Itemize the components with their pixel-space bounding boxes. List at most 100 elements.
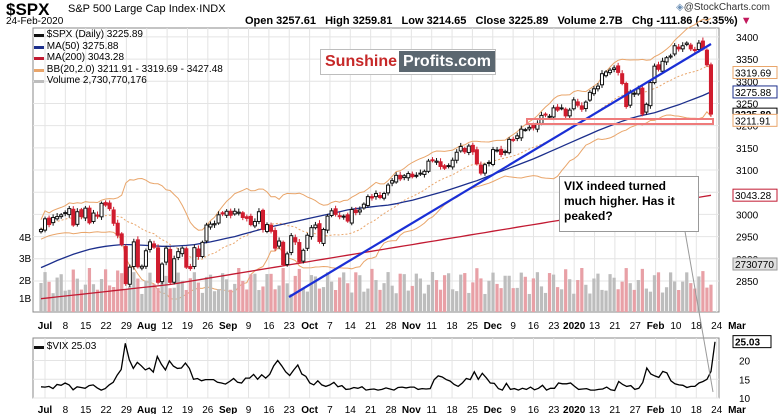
volume-bar [487,280,491,312]
x-tick-label: 29 [121,321,133,332]
price-candle [620,73,625,84]
volume-bar [176,272,180,312]
volume-bar [422,293,427,312]
price-candle [216,214,221,224]
volume-bar [321,287,326,312]
volume-bar [257,290,261,312]
volume-bar [406,290,410,312]
legend-volume: ▬ Volume 2,730,770,176 [34,75,147,86]
volume-bar [107,285,112,312]
price-candle [228,210,233,216]
price-candle [264,224,270,232]
bollinger-upper [40,17,712,231]
volume-bar [648,291,653,312]
price-candle [180,247,185,255]
price-candle [305,234,310,249]
volume-bar [531,278,535,312]
volume-bar [281,268,285,312]
price-candle [256,211,261,222]
price-candle [156,247,161,283]
price-candle [664,57,669,63]
legend-ma200: ▬ MA(200) 3043.28 [34,52,125,63]
volume-bar [229,289,233,312]
volume-bar [640,268,644,312]
price-candle [192,247,197,268]
volume-bar [136,278,140,312]
value-tag [732,113,778,127]
price-candle [337,215,342,218]
price-candle [531,124,536,129]
volume-bar [426,284,431,312]
price-candle [426,160,431,172]
price-candle [111,209,116,224]
volume-bar [499,288,503,312]
price-candle [390,180,395,184]
price-candle [680,45,685,50]
volume-bar [47,281,51,312]
volume-bar [560,289,564,312]
x-tick-label: 22 [100,321,112,332]
volume-bar [144,280,148,312]
price-candle [640,87,645,115]
brand-link[interactable]: ◈@StockCharts.com [676,2,770,13]
volume-bar [503,275,507,312]
price-candle [75,211,80,225]
volume-bar [475,268,479,312]
price-candle [499,148,504,155]
price-candle [406,173,411,179]
volume-bar [95,289,100,312]
price-candle [608,69,613,74]
volume-bar [624,268,628,312]
x-tick-label: 13 [589,405,601,414]
x-tick-label: 29 [121,405,133,414]
price-candle [684,42,689,45]
price-candle [636,88,641,95]
price-candle [188,266,193,270]
volume-bar [334,289,338,312]
price-candle [365,196,370,206]
price-candle [454,151,459,161]
open-value: Open 3257.61 [245,15,316,27]
volume-bar [604,290,608,312]
price-candle [51,216,56,224]
volume-bar [463,273,467,312]
volume-bar [451,289,455,312]
volume-bar [447,273,451,312]
volume-bar [378,289,382,312]
price-candle [519,128,524,139]
price-candle [289,235,294,254]
price-candle [341,215,346,218]
x-tick-label: 11 [427,321,438,332]
volume-bar [697,276,701,312]
volume-bar [79,289,83,312]
x-tick-label: 9 [510,321,516,332]
low-value: Low 3214.65 [401,15,467,27]
price-candle [446,165,451,168]
price-candle [523,129,528,132]
price-candle [515,135,520,139]
legend-ma50-label: MA(50) 3275.88 [46,40,119,52]
watermark-part1: Sunshine [325,53,398,70]
x-tick-label: Nov [402,321,421,332]
x-tick-label: 21 [365,321,377,332]
volume-bar [673,281,677,312]
value-tag [732,85,778,99]
price-candle [696,42,701,51]
price-candle [135,239,140,268]
volume-bar [632,289,636,312]
volume-bar [693,288,697,312]
x-tick-label: 27 [630,321,642,332]
volume-bar [265,274,269,312]
volume-bar [596,273,600,312]
ohlc-readout: Open 3257.61 High 3259.81 Low 3214.65 Cl… [245,15,752,27]
price-candle [321,228,326,244]
volume-bar [253,273,257,312]
volume-bar [273,289,277,312]
volume-bar [164,275,168,312]
volume-bar [644,288,649,312]
volume-bar [71,269,75,312]
volume-bar [237,268,241,312]
x-tick-label: 21 [609,405,621,414]
volume-bar [87,268,92,312]
price-candle [612,67,617,70]
